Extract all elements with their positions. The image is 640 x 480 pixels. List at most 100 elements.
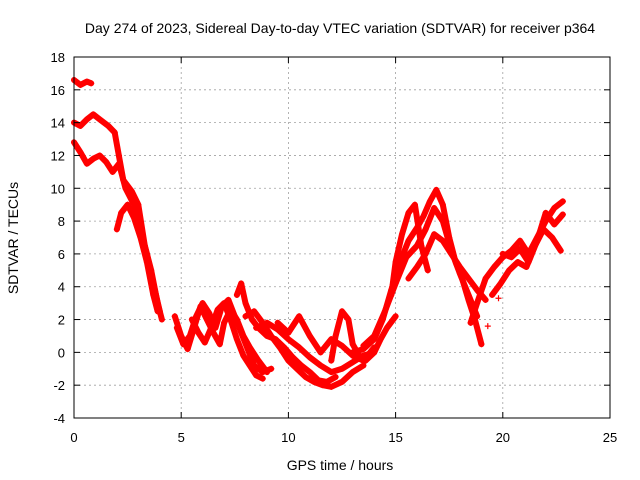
data-point-marker <box>180 341 187 348</box>
data-point-marker <box>208 324 215 331</box>
y-tick-label: 10 <box>51 181 65 196</box>
data-point-marker <box>439 218 446 225</box>
data-point-marker <box>439 237 446 244</box>
data-point-marker <box>109 168 116 175</box>
data-point-marker <box>514 259 521 266</box>
data-point-marker <box>124 201 131 208</box>
data-point-marker <box>225 296 232 303</box>
data-point-marker <box>525 259 532 266</box>
series-line <box>71 77 95 88</box>
data-point-marker <box>377 336 384 343</box>
data-point-marker <box>424 267 431 274</box>
data-point-marker <box>96 152 103 159</box>
data-point-marker <box>122 185 129 192</box>
data-point-marker <box>465 291 472 298</box>
data-point-marker <box>474 300 481 307</box>
series-track-16 <box>405 231 489 303</box>
data-point-marker <box>411 201 418 208</box>
data-point-marker <box>296 313 303 320</box>
data-point-marker <box>328 369 335 376</box>
data-point-marker <box>302 373 309 380</box>
data-point-marker <box>150 291 157 298</box>
data-point-marker <box>349 369 356 376</box>
data-point-marker <box>516 245 523 252</box>
data-point-marker <box>221 319 228 326</box>
y-tick-label: 0 <box>58 345 65 360</box>
data-point-marker <box>482 275 489 282</box>
data-point-marker <box>199 300 206 307</box>
data-point-marker <box>296 344 303 351</box>
grid <box>74 57 610 418</box>
data-point-marker <box>184 346 191 353</box>
data-point-marker <box>238 280 245 287</box>
y-tick-label: 18 <box>51 50 65 65</box>
data-point-marker <box>274 326 281 333</box>
data-point-marker <box>542 209 549 216</box>
data-point-marker <box>77 81 84 88</box>
y-tick-label: 14 <box>51 116 65 131</box>
data-point-marker <box>311 378 318 385</box>
data-point-marker <box>362 357 369 364</box>
y-tick-label: 2 <box>58 313 65 328</box>
data-point-marker <box>422 250 429 257</box>
y-tick-label: 6 <box>58 247 65 262</box>
data-point-marker <box>113 226 120 233</box>
data-point-marker <box>248 316 255 323</box>
data-point-marker <box>201 339 208 346</box>
data-point-marker <box>293 365 300 372</box>
data-point-marker <box>495 295 502 302</box>
data-point-marker <box>171 313 178 320</box>
data-point-marker <box>482 296 489 303</box>
series-track-10 <box>253 319 378 376</box>
data-point-marker <box>405 209 412 216</box>
data-point-marker <box>103 159 110 166</box>
data-point-marker <box>516 237 523 244</box>
data-point-marker <box>105 122 112 129</box>
data-point-marker <box>306 354 313 361</box>
data-point-marker <box>188 316 195 323</box>
data-point-marker <box>319 382 326 389</box>
series-outliers <box>116 152 502 330</box>
data-point-marker <box>137 234 144 241</box>
data-point-marker <box>534 237 541 244</box>
series-line <box>188 300 266 382</box>
data-point-marker <box>253 372 260 379</box>
data-point-marker <box>465 275 472 282</box>
y-tick-label: 12 <box>51 148 65 163</box>
y-tick-labels: -4 -2 0 2 4 6 8 10 12 14 16 18 <box>51 50 65 426</box>
data-point-marker <box>431 231 438 238</box>
data-point-marker <box>90 111 97 118</box>
data-point-marker <box>392 313 399 320</box>
data-point-marker <box>418 242 425 249</box>
data-point-marker <box>557 247 564 254</box>
data-point-marker <box>274 319 281 326</box>
data-point-marker <box>317 362 324 369</box>
series-track-7 <box>188 300 266 382</box>
data-point-marker <box>405 275 412 282</box>
data-point-marker <box>317 349 324 356</box>
data-point-marker <box>195 329 202 336</box>
data-point-marker <box>306 332 313 339</box>
data-point-marker <box>131 201 138 208</box>
x-tick-label: 25 <box>603 430 617 445</box>
y-tick-label: -4 <box>53 411 65 426</box>
data-point-marker <box>77 149 84 156</box>
data-point-marker <box>158 316 165 323</box>
x-tick-label: 20 <box>496 430 510 445</box>
data-point-marker <box>381 308 388 315</box>
data-point-marker <box>405 237 412 244</box>
data-point-marker <box>268 365 275 372</box>
data-point-marker <box>83 78 90 85</box>
data-point-marker <box>426 198 433 205</box>
data-point-marker <box>388 291 395 298</box>
data-point-marker <box>559 198 566 205</box>
data-point-marker <box>384 324 391 331</box>
data-point-marker <box>523 264 530 271</box>
series-line <box>253 319 378 376</box>
data-point-marker <box>399 231 406 238</box>
x-tick-label: 5 <box>178 430 185 445</box>
data-point-marker <box>298 362 305 369</box>
data-point-marker <box>551 204 558 211</box>
data-point-marker <box>246 362 253 369</box>
x-tick-label: 0 <box>70 430 77 445</box>
